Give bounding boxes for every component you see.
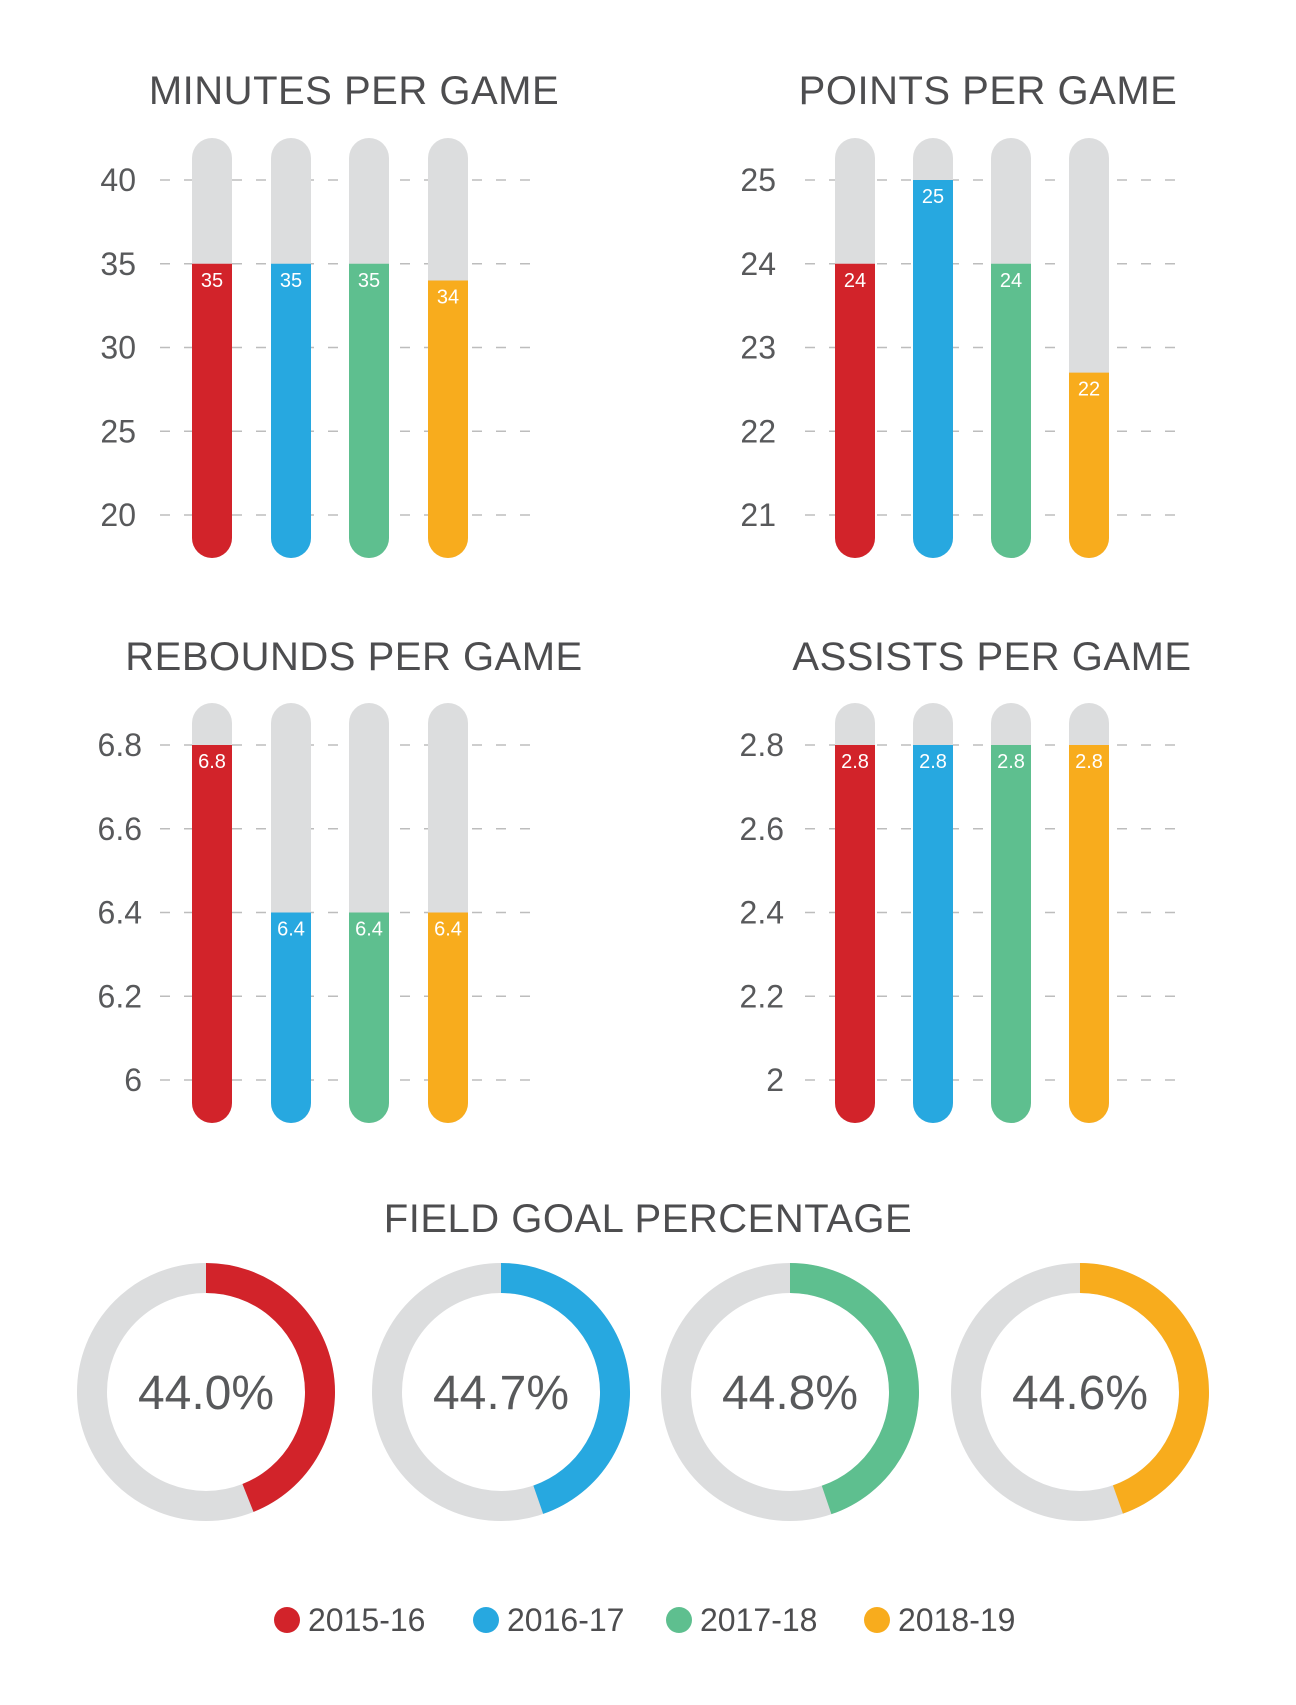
y-tick-label: 25: [100, 413, 136, 449]
bar-value-label: 2.8: [841, 751, 869, 773]
bar-2015-16: [835, 745, 875, 1123]
y-tick-label: 40: [100, 162, 136, 198]
bar-2018-19: [428, 912, 468, 1123]
donut-value-label: 44.6%: [1012, 1367, 1148, 1420]
bar-value-label: 2.8: [919, 751, 947, 773]
donut-arc-2015-16: [205, 1263, 335, 1512]
bar-2017-18: [349, 912, 389, 1123]
bar-value-label: 35: [201, 270, 223, 292]
bar-2018-19: [428, 280, 468, 558]
donut-arc-2018-19: [1079, 1263, 1209, 1514]
bar-value-label: 6.8: [198, 751, 226, 773]
bar-value-label: 35: [280, 270, 302, 292]
legend: 2015-16 2016-17 2017-18 2018-19: [274, 1602, 1015, 1638]
bar-2016-17: [271, 912, 311, 1123]
legend-label: 2015-16: [308, 1602, 425, 1638]
bar-2017-18: [991, 745, 1031, 1123]
bar-2018-19: [1069, 745, 1109, 1123]
bar-2018-19: [1069, 372, 1109, 558]
bar-value-label: 34: [437, 287, 459, 309]
bar-value-label: 24: [844, 270, 866, 292]
y-tick-label: 6.2: [98, 978, 142, 1014]
bar-value-label: 24: [1000, 270, 1022, 292]
bar-value-label: 6.4: [434, 919, 462, 941]
y-tick-label: 22: [740, 413, 776, 449]
y-tick-label: 2.2: [740, 978, 784, 1014]
bar-2016-17: [913, 745, 953, 1123]
chart-title: FIELD GOAL PERCENTAGE: [384, 1197, 912, 1241]
bar-value-label: 6.4: [277, 919, 305, 941]
chart-title: MINUTES PER GAME: [149, 69, 559, 113]
bar-2017-18: [991, 263, 1031, 558]
y-tick-label: 20: [100, 497, 136, 533]
bar-value-label: 6.4: [355, 919, 383, 941]
y-tick-label: 35: [100, 246, 136, 282]
bar-chart-rebounds-per-game: REBOUNDS PER GAME 6 6.2 6.4 6.6 6.8 6.8 6.4 6.4 6…: [98, 635, 582, 1123]
y-tick-label: 23: [740, 330, 776, 366]
y-tick-label: 2: [766, 1062, 784, 1098]
y-tick-label: 24: [740, 246, 776, 282]
bar-value-label: 2.8: [997, 751, 1025, 773]
y-tick-label: 2.8: [740, 727, 784, 763]
y-tick-label: 21: [740, 497, 776, 533]
legend-swatch: [473, 1607, 499, 1633]
y-tick-label: 6.6: [98, 811, 142, 847]
bar-value-label: 2.8: [1075, 751, 1103, 773]
chart-title: ASSISTS PER GAME: [792, 635, 1191, 679]
y-tick-label: 6: [124, 1062, 142, 1098]
y-tick-label: 30: [100, 330, 136, 366]
donut-value-label: 44.8%: [722, 1367, 858, 1420]
bar-2016-17: [913, 180, 953, 558]
bar-2016-17: [271, 263, 311, 558]
donut-arc-2017-18: [789, 1263, 919, 1515]
bar-2015-16: [835, 263, 875, 558]
y-tick-label: 6.8: [98, 727, 142, 763]
legend-swatch: [274, 1607, 300, 1633]
bar-2015-16: [192, 745, 232, 1123]
bar-chart-minutes-per-game: MINUTES PER GAME 20 25 30 35 40 35 35 35 34: [100, 69, 559, 558]
donut-arc-2016-17: [500, 1263, 631, 1514]
legend-label: 2016-17: [507, 1602, 624, 1638]
y-tick-label: 2.6: [740, 811, 784, 847]
bar-value-label: 25: [922, 186, 944, 208]
y-tick-label: 6.4: [98, 895, 142, 931]
donut-value-label: 44.0%: [138, 1367, 274, 1420]
y-tick-label: 2.4: [740, 895, 784, 931]
chart-title: POINTS PER GAME: [799, 69, 1178, 113]
legend-label: 2017-18: [700, 1602, 817, 1638]
donut-charts-field-goal-percentage: FIELD GOAL PERCENTAGE 44.0% 44.7% 44.8% 44.6…: [77, 1197, 1209, 1521]
bar-value-label: 35: [358, 270, 380, 292]
bar-value-label: 22: [1078, 379, 1100, 401]
bar-chart-points-per-game: POINTS PER GAME 21 22 23 24 25 24 25 24 22: [740, 69, 1180, 558]
y-tick-label: 25: [740, 162, 776, 198]
bar-chart-assists-per-game: ASSISTS PER GAME 2 2.2 2.4 2.6 2.8 2.8 2.8 2.8 2.…: [740, 635, 1191, 1123]
bar-2015-16: [192, 263, 232, 558]
chart-title: REBOUNDS PER GAME: [125, 635, 582, 679]
bar-2017-18: [349, 263, 389, 558]
legend-swatch: [864, 1607, 890, 1633]
donut-value-label: 44.7%: [433, 1367, 569, 1420]
legend-swatch: [666, 1607, 692, 1633]
legend-label: 2018-19: [898, 1602, 1015, 1638]
